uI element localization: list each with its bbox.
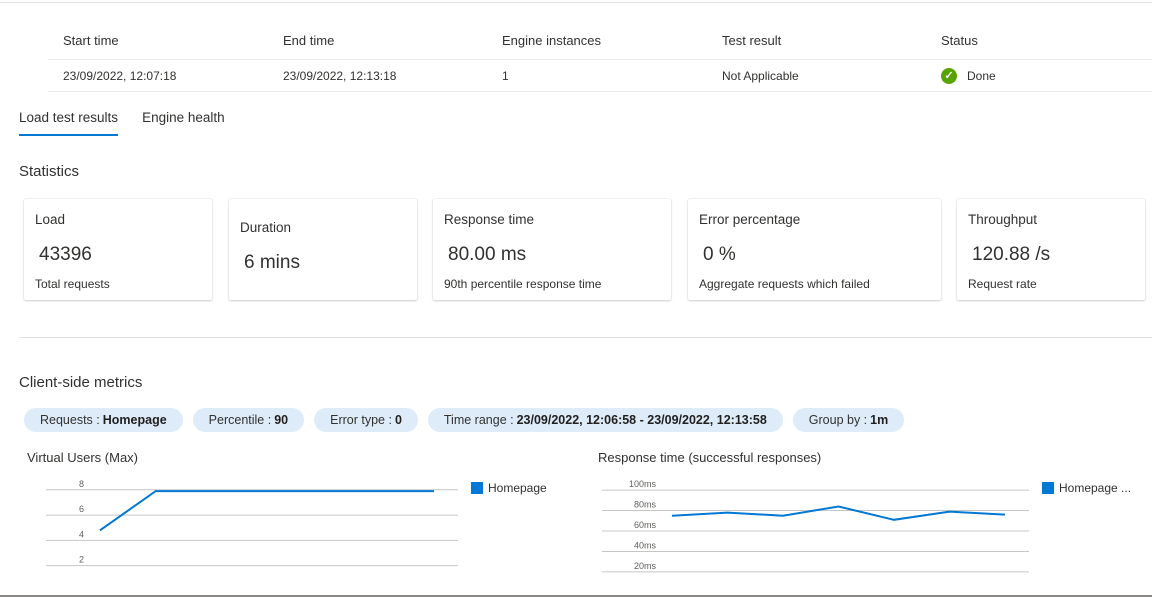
pill-label: Requests :	[40, 413, 100, 427]
card-title: Error percentage	[699, 212, 801, 227]
section-divider	[19, 337, 1152, 338]
y-tick-label: 20ms	[634, 561, 657, 571]
card-duration: Duration 6 mins	[229, 199, 417, 300]
checkmark-icon: ✓	[941, 67, 957, 84]
header-engine-instances: Engine instances	[502, 33, 602, 48]
start-time-value: 23/09/2022, 12:07:18	[63, 68, 177, 83]
card-title: Load	[35, 212, 66, 227]
series-line[interactable]	[99, 490, 434, 532]
pill-label: Group by :	[808, 413, 868, 427]
card-value: 43396	[39, 244, 92, 265]
card-title: Throughput	[968, 212, 1038, 227]
card-value: 6 mins	[244, 252, 300, 273]
legend-swatch	[471, 482, 483, 494]
y-tick-label: 4	[79, 529, 84, 539]
card-subtitle: 90th percentile response time	[444, 277, 602, 291]
header-start-time: Start time	[63, 33, 119, 48]
card-value: 120.88 /s	[972, 244, 1051, 265]
card-title: Response time	[444, 212, 535, 227]
card-response-time: Response time 80.00 ms 90th percentile r…	[433, 199, 671, 300]
run-summary-table: Start time End time Engine instances Tes…	[48, 22, 1152, 92]
y-tick-label: 8	[79, 479, 84, 489]
virtual-users-legend[interactable]: Homepage	[471, 481, 547, 495]
filter-percentile-pill[interactable]: Percentile :90	[192, 408, 305, 432]
summary-value-row: 23/09/2022, 12:07:18 23/09/2022, 12:13:1…	[48, 60, 1152, 92]
tab-engine-health[interactable]: Engine health	[142, 110, 225, 125]
pill-label: Error type :	[330, 413, 392, 427]
virtual-users-chart: 8 6 4 2	[46, 479, 458, 567]
response-time-legend[interactable]: Homepage ...	[1042, 481, 1131, 495]
summary-header-row: Start time End time Engine instances Tes…	[48, 22, 1152, 60]
pill-value: 0	[394, 413, 402, 427]
test-result-value: Not Applicable	[722, 68, 799, 83]
header-test-result: Test result	[722, 33, 782, 48]
pill-value: 1m	[870, 413, 889, 427]
tab-load-test-results[interactable]: Load test results	[19, 110, 119, 136]
y-tick-label: 6	[79, 504, 84, 514]
y-tick-label: 2	[79, 555, 84, 565]
card-load: Load 43396 Total requests	[24, 199, 212, 300]
filter-time-range-pill[interactable]: Time range :23/09/2022, 12:06:58 - 23/09…	[427, 408, 783, 432]
end-time-value: 23/09/2022, 12:13:18	[283, 68, 397, 83]
header-status: Status	[941, 33, 978, 48]
engine-instances-value: 1	[502, 68, 509, 83]
response-time-chart: 100ms 80ms 60ms 40ms 20ms	[602, 479, 1029, 573]
response-time-chart-title: Response time (successful responses)	[598, 450, 822, 465]
card-value: 80.00 ms	[448, 244, 527, 265]
filter-group-by-pill[interactable]: Group by :1m	[792, 408, 905, 432]
pill-value: Homepage	[102, 413, 167, 427]
statistics-heading: Statistics	[19, 163, 80, 180]
pill-label: Percentile :	[208, 413, 272, 427]
legend-label: Homepage	[488, 481, 547, 495]
card-subtitle: Total requests	[35, 277, 110, 291]
y-tick-label: 100ms	[629, 479, 657, 489]
header-end-time: End time	[283, 33, 335, 48]
legend-label: Homepage ...	[1059, 481, 1132, 495]
bottom-border	[0, 595, 1152, 597]
card-subtitle: Aggregate requests which failed	[699, 277, 870, 291]
status-text: Done	[967, 68, 996, 83]
virtual-users-chart-title: Virtual Users (Max)	[27, 450, 139, 465]
legend-swatch	[1042, 482, 1054, 494]
pill-label: Time range :	[443, 413, 514, 427]
client-metrics-heading: Client-side metrics	[19, 374, 143, 391]
card-error-percentage: Error percentage 0 % Aggregate requests …	[688, 199, 941, 300]
card-throughput: Throughput 120.88 /s Request rate	[957, 199, 1145, 300]
results-tabs: Load test results Engine health	[19, 110, 249, 136]
y-tick-label: 60ms	[634, 520, 657, 530]
top-divider	[0, 2, 1152, 3]
card-subtitle: Request rate	[968, 277, 1037, 291]
card-value: 0 %	[703, 244, 736, 265]
card-title: Duration	[240, 220, 292, 235]
y-tick-label: 40ms	[634, 540, 657, 550]
pill-value: 90	[274, 413, 289, 427]
pill-value: 23/09/2022, 12:06:58 - 23/09/2022, 12:13…	[516, 413, 767, 427]
series-line[interactable]	[671, 505, 1006, 521]
filter-error-type-pill[interactable]: Error type :0	[314, 408, 418, 432]
filter-pills: Requests : Homepage Percentile :90 Error …	[24, 408, 914, 432]
status-value: ✓ Done	[926, 67, 996, 84]
filter-requests-pill[interactable]: Requests : Homepage	[24, 408, 183, 432]
y-tick-label: 80ms	[634, 500, 657, 510]
